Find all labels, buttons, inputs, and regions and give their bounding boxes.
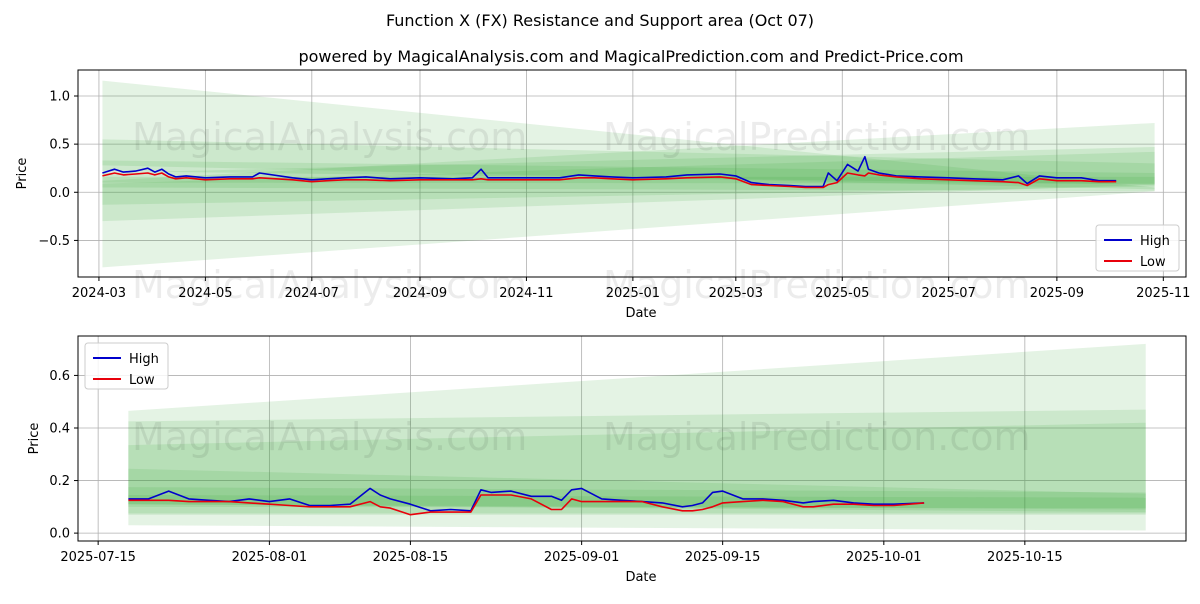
resistance-support-band — [128, 409, 1146, 515]
x-tick-label: 2025-05 — [815, 286, 869, 301]
y-tick-label: 0.0 — [49, 527, 70, 542]
x-tick-label: 2024-05 — [178, 286, 232, 301]
legend: High Low — [1095, 224, 1180, 272]
x-axis-label: Date — [625, 306, 656, 321]
legend: High Low — [84, 342, 169, 390]
watermark-text: MagicalPrediction.com — [603, 263, 1031, 307]
y-axis-label: Price — [27, 423, 42, 455]
x-tick-label: 2025-07-15 — [60, 550, 136, 565]
resistance-support-band — [102, 80, 1155, 190]
resistance-support-band — [102, 139, 1155, 205]
y-tick-label: 0.0 — [49, 186, 70, 201]
figure-subtitle: powered by MagicalAnalysis.com and Magic… — [298, 47, 963, 66]
y-tick-label: 0.6 — [49, 369, 70, 384]
x-tick-label: 2025-10-01 — [846, 550, 922, 565]
x-tick-label: 2025-09-15 — [685, 550, 761, 565]
x-tick-label: 2025-11 — [1136, 286, 1190, 301]
y-tick-label: −0.5 — [38, 234, 70, 249]
x-tick-label: 2025-07 — [922, 286, 976, 301]
x-tick-label: 2025-01 — [606, 286, 660, 301]
series-line-low — [102, 172, 1117, 189]
y-tick-label: 0.2 — [49, 474, 70, 489]
x-tick-label: 2025-03 — [709, 286, 763, 301]
figure-title: Function X (FX) Resistance and Support a… — [386, 11, 814, 30]
watermark-text: MagicalAnalysis.com — [132, 115, 527, 159]
watermark-text: MagicalPrediction.com — [603, 115, 1031, 159]
legend-label-low: Low — [1140, 255, 1166, 270]
legend-label-low: Low — [129, 373, 155, 388]
bottom-chart: MagicalAnalysis.com MagicalPrediction.com… — [27, 335, 1187, 585]
resistance-support-band — [128, 422, 1146, 513]
resistance-support-band — [128, 343, 1146, 531]
resistance-support-band — [102, 151, 1155, 222]
watermark-text: MagicalAnalysis.com — [132, 415, 527, 459]
plot-frame — [77, 335, 1187, 542]
legend-label-high: High — [129, 352, 159, 367]
y-tick-label: 0.4 — [49, 421, 70, 436]
y-axis-label: Price — [15, 158, 30, 190]
legend-box — [1095, 224, 1180, 272]
x-axis-label: Date — [625, 570, 656, 585]
resistance-support-band — [102, 160, 1155, 185]
plot-area — [78, 336, 1186, 541]
x-tick-label: 2025-08-15 — [373, 550, 449, 565]
series-line-low — [128, 494, 925, 516]
x-tick-label: 2024-07 — [285, 286, 339, 301]
y-tick-label: 1.0 — [49, 89, 70, 104]
legend-box — [84, 342, 169, 390]
x-tick-label: 2025-09 — [1030, 286, 1084, 301]
x-tick-label: 2024-11 — [499, 286, 553, 301]
resistance-support-band — [128, 468, 1146, 510]
watermark-text: MagicalAnalysis.com — [132, 263, 527, 307]
series-line-high — [102, 155, 1117, 188]
x-tick-label: 2025-10-15 — [987, 550, 1063, 565]
plot-frame — [77, 69, 1187, 278]
y-tick-label: 0.5 — [49, 138, 70, 153]
series-line-high — [128, 487, 925, 512]
x-tick-label: 2024-09 — [393, 286, 447, 301]
watermark-text: MagicalPrediction.com — [603, 415, 1031, 459]
top-chart: MagicalAnalysis.com MagicalPrediction.com… — [15, 69, 1190, 321]
x-tick-label: 2024-03 — [72, 286, 126, 301]
legend-label-high: High — [1140, 234, 1170, 249]
x-tick-label: 2025-08-01 — [232, 550, 308, 565]
x-tick-label: 2025-09-01 — [544, 550, 620, 565]
resistance-support-band — [102, 122, 1155, 268]
